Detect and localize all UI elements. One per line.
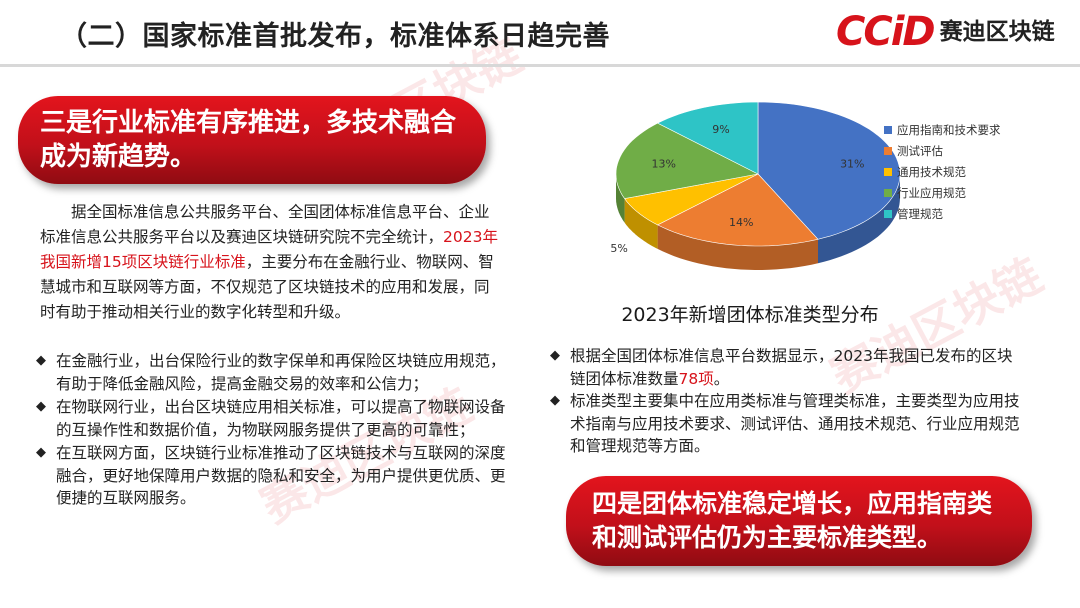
brand-logo: CCiD 赛迪区块链 — [836, 10, 1055, 54]
diamond-bullet-icon: ◆ — [550, 393, 560, 408]
pie-side-walls — [616, 174, 900, 270]
page-title: （二）国家标准首批发布，标准体系日趋完善 — [60, 21, 610, 52]
pie-slice-side — [818, 174, 900, 264]
bullet-group-count: ◆ 根据全国团体标准信息平台数据显示，2023年我国已发布的区块链团体标准数量7… — [550, 345, 1026, 390]
diamond-bullet-icon: ◆ — [36, 353, 46, 368]
bullet-text: 在互联网方面，区块链行业标准推动了区块链技术与互联网的深度融合，更好地保障用户数… — [56, 444, 506, 507]
bullet-text: 在金融行业，出台保险行业的数字保单和再保险区块链应用规范，有助于降低金融风险，提… — [56, 352, 506, 393]
pie-value-label: 14% — [729, 216, 753, 229]
pie-value-label: 31% — [840, 157, 864, 170]
pie-value-label: 9% — [712, 123, 729, 136]
diamond-bullet-icon: ◆ — [550, 348, 560, 363]
legend-label: 应用指南和技术要求 — [897, 123, 1001, 137]
title-bar: （二）国家标准首批发布，标准体系日趋完善 CCiD 赛迪区块链 — [0, 0, 1080, 67]
legend-label: 通用技术规范 — [897, 165, 966, 179]
intro-text-start: 据全国标准信息公共服务平台、全国团体标准信息平台、企业标准信息公共服务平台以及赛… — [40, 203, 490, 246]
pie-slice-2 — [624, 173, 759, 226]
pie-value-label: 5% — [610, 242, 627, 255]
intro-highlight: 2023年我国新增15项区块链行业标准 — [40, 228, 498, 271]
diamond-bullet-icon: ◆ — [36, 445, 46, 460]
pie-chart: 31% 14% 5% 13% 9% 应用指南和技术要求测试评估通用技术规范行业应用规范管理… — [610, 101, 1001, 270]
legend-label: 测试评估 — [897, 144, 943, 158]
legend-swatch — [884, 189, 892, 197]
industry-bullet-list: ◆ 在金融行业，出台保险行业的数字保单和再保险区块链应用规范，有助于降低金融风险… — [36, 350, 506, 510]
legend-label: 行业应用规范 — [897, 186, 966, 200]
group-standard-bullet-list: ◆ 根据全国团体标准信息平台数据显示，2023年我国已发布的区块链团体标准数量7… — [550, 345, 1026, 458]
intro-text-end: ，主要分布在金融行业、物联网、智慧城市和互联网等方面，不仅规范了区块链技术的应用… — [40, 253, 494, 321]
legend-swatch — [884, 210, 892, 218]
legend-label: 管理规范 — [897, 207, 943, 221]
bullet-text-end: 。 — [713, 369, 730, 388]
title-divider — [0, 64, 1080, 67]
bullet-group-types: ◆ 标准类型主要集中在应用类标准与管理类标准，主要类型为应用技术指南与应用技术要… — [550, 390, 1026, 458]
chart-caption: 2023年新增团体标准类型分布 — [621, 304, 879, 326]
diamond-bullet-icon: ◆ — [36, 399, 46, 414]
intro-paragraph: 据全国标准信息公共服务平台、全国团体标准信息平台、企业标准信息公共服务平台以及赛… — [40, 200, 498, 325]
bullet-text: 根据全国团体标准信息平台数据显示，2023年我国已发布的区块链团体标准数量 — [570, 347, 1013, 388]
bullet-finance: ◆ 在金融行业，出台保险行业的数字保单和再保险区块链应用规范，有助于降低金融风险… — [36, 350, 506, 395]
bullet-internet: ◆ 在互联网方面，区块链行业标准推动了区块链技术与互联网的深度融合，更好地保障用… — [36, 442, 506, 510]
pie-slice-0 — [757, 101, 901, 240]
banner-group-standards: 四是团体标准稳定增长，应用指南类和测试评估仍为主要标准类型。 — [566, 476, 1032, 566]
pie-slice-side — [657, 224, 818, 270]
pie-slice-4 — [656, 101, 759, 175]
banner-trend: 三是行业标准有序推进，多技术融合成为新趋势。 — [18, 96, 486, 184]
legend-swatch — [884, 168, 892, 176]
logo-text: 赛迪区块链 — [939, 19, 1055, 45]
bullet-text: 在物联网行业，出台区块链应用相关标准，可以提高了物联网设备的互操作性和数据价值，… — [56, 398, 506, 439]
bullet-iot: ◆ 在物联网行业，出台区块链应用相关标准，可以提高了物联网设备的互操作性和数据价… — [36, 396, 506, 441]
legend-swatch — [884, 147, 892, 155]
bullet-text: 标准类型主要集中在应用类标准与管理类标准，主要类型为应用技术指南与应用技术要求、… — [570, 392, 1020, 455]
pie-slice-3 — [615, 122, 759, 199]
legend-swatch — [884, 126, 892, 134]
pie-slice-1 — [656, 173, 819, 247]
pie-value-label: 13% — [651, 157, 675, 170]
pie-slice-side — [616, 174, 625, 223]
pie-slice-side — [624, 198, 658, 249]
ccid-logo-mark: CCiD — [836, 9, 936, 55]
group-count-highlight: 78项 — [678, 369, 714, 388]
